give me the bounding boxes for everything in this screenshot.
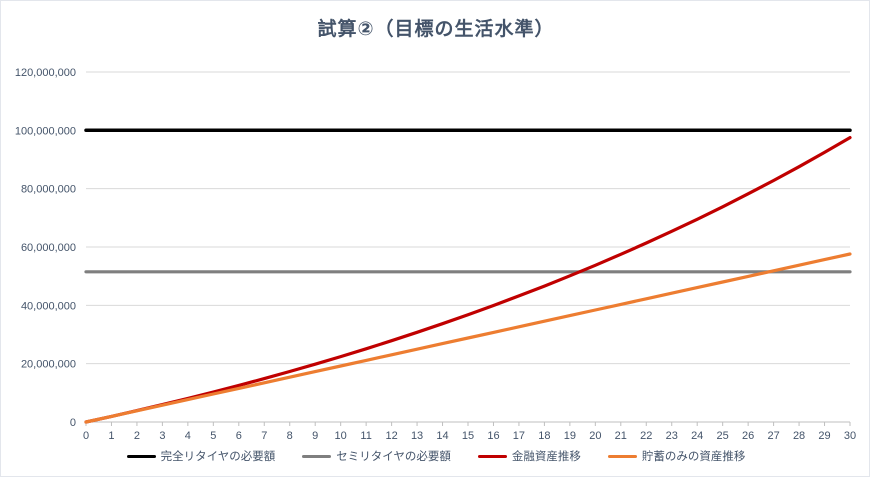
legend-swatch	[302, 454, 332, 458]
x-tick-label: 25	[717, 430, 729, 442]
legend-label: 貯蓄のみの資産推移	[641, 451, 746, 463]
x-tick-label: 23	[666, 430, 678, 442]
x-tick-label: 13	[411, 430, 423, 442]
series-line-invested-assets	[84, 136, 852, 424]
x-tick-label: 0	[83, 430, 89, 442]
legend-swatch	[126, 454, 156, 458]
legend-item-full-retire-required: 完全リタイヤの必要額	[126, 448, 276, 464]
x-tick-label: 26	[742, 430, 754, 442]
legend-label: 金融資産推移	[511, 451, 581, 463]
x-tick-label: 2	[134, 430, 140, 442]
x-tick-label: 11	[360, 430, 371, 442]
x-tick-label: 16	[487, 430, 499, 442]
x-tick-label: 14	[436, 430, 448, 442]
x-tick-label: 18	[538, 430, 550, 442]
x-tick-label: 19	[564, 430, 576, 442]
x-tick-label: 29	[818, 430, 830, 442]
legend-label: 完全リタイヤの必要額	[160, 451, 276, 463]
y-tick-label: 0	[70, 417, 76, 429]
x-tick-label: 6	[236, 430, 242, 442]
x-tick-label: 12	[385, 430, 397, 442]
chart-title: 試算②（目標の生活水準）	[317, 19, 555, 40]
legend-swatch	[477, 454, 507, 458]
x-tick-label: 24	[691, 430, 703, 442]
x-tick-label: 8	[287, 430, 293, 442]
series-line-savings-only-assets	[84, 252, 852, 424]
x-tick-label: 17	[513, 430, 525, 442]
legend-label: セミリタイヤの必要額	[336, 451, 451, 463]
x-tick-label: 1	[108, 430, 114, 442]
x-tick-label: 7	[261, 430, 267, 442]
y-tick-label: 40,000,000	[21, 300, 76, 312]
legend-item-savings-only-assets: 貯蓄のみの資産推移	[607, 448, 746, 464]
x-tick-label: 4	[185, 430, 191, 442]
x-tick-label: 3	[159, 430, 165, 442]
y-tick-label: 120,000,000	[15, 67, 76, 79]
x-tick-label: 5	[210, 430, 216, 442]
legend-swatch	[607, 454, 637, 458]
x-tick-label: 27	[767, 430, 779, 442]
legend-item-semi-retire-required: セミリタイヤの必要額	[302, 448, 451, 464]
x-tick-label: 10	[335, 430, 347, 442]
x-tick-label: 20	[589, 430, 601, 442]
x-tick-label: 9	[312, 430, 318, 442]
y-tick-label: 100,000,000	[15, 125, 76, 137]
x-tick-label: 15	[462, 430, 474, 442]
x-tick-label: 22	[640, 430, 652, 442]
x-tick-label: 28	[793, 430, 805, 442]
legend-item-invested-assets: 金融資産推移	[477, 448, 581, 464]
y-tick-label: 60,000,000	[21, 242, 76, 254]
x-tick-label: 21	[615, 430, 627, 442]
y-tick-label: 20,000,000	[21, 359, 76, 371]
chart-legend: 完全リタイヤの必要額 セミリタイヤの必要額 金融資産推移 貯蓄のみの資産推移	[1, 448, 870, 464]
y-tick-label: 80,000,000	[21, 184, 76, 196]
x-tick-label: 30	[844, 430, 856, 442]
